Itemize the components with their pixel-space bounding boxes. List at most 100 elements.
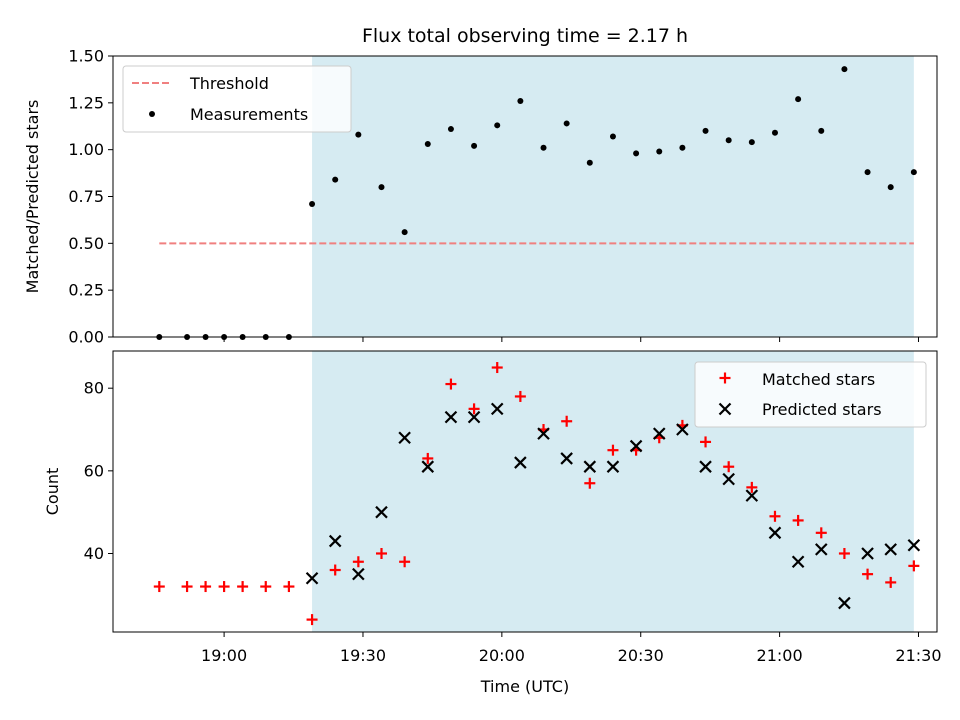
- measurement-point: [725, 137, 732, 144]
- predicted-star-point-b: [814, 543, 828, 556]
- matched-star-point: [607, 444, 619, 456]
- predicted-star-point: [352, 567, 365, 581]
- measurement-point: [679, 144, 686, 151]
- bottom-legend: Matched stars Predicted stars: [694, 361, 927, 428]
- matched-star-point: [838, 547, 850, 559]
- matched-star-point: [584, 477, 596, 489]
- measurement-point: [332, 176, 339, 183]
- flux-ratio-panel: 0.00 0.25 0.50 0.75 1.00 1.25 1.50 Flux total …: [23, 25, 938, 347]
- measurement-point: [378, 184, 385, 191]
- x-tick-label: 21:30: [895, 646, 941, 665]
- chart-title: Flux total observing time = 2.17 h: [362, 25, 688, 47]
- legend-predicted-label: Predicted stars: [762, 400, 882, 419]
- measurement-point: [309, 200, 316, 207]
- predicted-star-point: [328, 534, 342, 548]
- matched-star-point: [352, 556, 364, 568]
- bottom-y-tick-label: 60: [84, 461, 104, 480]
- matched-star-point: [908, 560, 920, 572]
- legend-matched-swatch: [719, 372, 731, 384]
- bottom-y-ticks: 40 60 80: [84, 379, 113, 563]
- measurement-point: [748, 139, 755, 146]
- matched-star-point: [200, 581, 212, 593]
- matched-star-point: [862, 568, 874, 580]
- top-legend-box: [122, 65, 352, 133]
- star-count-panel: 40 60 80 19:00 19:30 20:00 20:30 21:00 21:30 Co…: [43, 350, 942, 696]
- measurement-point: [864, 169, 871, 176]
- measurement-point: [424, 141, 431, 148]
- matched-star-point: [375, 547, 387, 559]
- measurement-points: [156, 66, 917, 340]
- predicted-star-point-b: [676, 423, 689, 436]
- predicted-star-point-b: [328, 534, 342, 548]
- legend-threshold-label: Threshold: [189, 74, 269, 93]
- matched-star-point: [885, 576, 897, 588]
- top-y-axis-label: Matched/Predicted stars: [23, 100, 42, 294]
- measurement-point: [841, 66, 848, 73]
- predicted-star-point: [467, 410, 481, 424]
- predicted-star-point-b: [629, 439, 643, 453]
- x-tick-label: 19:30: [340, 646, 386, 665]
- legend-predicted-marker-b: [718, 402, 732, 416]
- predicted-star-point-b: [722, 472, 735, 486]
- predicted-star-point: [884, 543, 897, 556]
- predicted-star-point: [861, 547, 874, 560]
- matched-star-point: [399, 556, 411, 568]
- matched-star-point: [561, 415, 573, 427]
- predicted-star-point-b: [791, 555, 805, 569]
- matched-star-point: [329, 564, 341, 576]
- measurement-point: [609, 133, 616, 140]
- top-y-tick-label: 0.75: [68, 187, 104, 206]
- predicted-star-point-b: [907, 538, 921, 552]
- legend-measurements-swatch: [149, 111, 155, 117]
- bottom-legend-box: [694, 361, 927, 428]
- predicted-star-point: [629, 439, 643, 453]
- predicted-star-point-b: [514, 456, 527, 469]
- matched-star-point: [769, 510, 781, 522]
- predicted-star-point-b: [652, 427, 666, 440]
- predicted-star-point: [305, 572, 319, 585]
- predicted-star-point: [583, 460, 597, 473]
- predicted-star-point-b: [699, 460, 712, 473]
- top-y-tick-label: 0.50: [68, 234, 104, 253]
- measurement-point: [355, 131, 362, 138]
- measurement-point: [586, 159, 593, 166]
- predicted-star-point-b: [537, 427, 550, 440]
- top-y-tick-label: 1.00: [68, 140, 104, 159]
- predicted-star-point-b: [838, 596, 851, 610]
- matched-star-point: [723, 461, 735, 473]
- bottom-y-axis-label: Count: [43, 468, 62, 516]
- predicted-star-point: [699, 460, 712, 473]
- matched-star-point: [422, 452, 434, 464]
- predicted-star-point-b: [583, 460, 597, 473]
- matched-star-point: [700, 436, 712, 448]
- predicted-star-points: [305, 402, 921, 610]
- predicted-star-point: [606, 460, 620, 473]
- predicted-star-point: [537, 427, 550, 440]
- legend-predicted-swatch: [718, 402, 732, 416]
- measurement-point: [563, 120, 570, 127]
- predicted-star-point: [375, 505, 388, 519]
- matched-star-point: [792, 514, 804, 526]
- bottom-x-ticks: 19:00 19:30 20:00 20:30 21:00 21:30: [201, 632, 942, 665]
- predicted-star-point: [791, 555, 805, 569]
- top-y-tick-label: 0.00: [68, 328, 104, 347]
- predicted-star-point: [398, 431, 411, 445]
- matched-star-point: [746, 481, 758, 493]
- bottom-y-tick-label: 40: [84, 544, 104, 563]
- matched-star-point: [514, 390, 526, 402]
- top-y-tick-label: 1.25: [68, 93, 104, 112]
- matched-star-point: [237, 581, 249, 593]
- measurement-point: [401, 229, 408, 236]
- bottom-axes-frame: [112, 350, 938, 633]
- predicted-star-point-b: [375, 505, 388, 519]
- legend-measurements-label: Measurements: [190, 105, 308, 124]
- predicted-star-point: [676, 423, 689, 436]
- predicted-star-point: [838, 596, 851, 610]
- legend-matched-label: Matched stars: [762, 370, 875, 389]
- predicted-star-point: [652, 427, 666, 440]
- matched-star-point: [181, 581, 193, 593]
- predicted-star-point-b: [467, 410, 481, 424]
- x-tick-label: 21:00: [757, 646, 803, 665]
- measurement-point: [540, 144, 547, 151]
